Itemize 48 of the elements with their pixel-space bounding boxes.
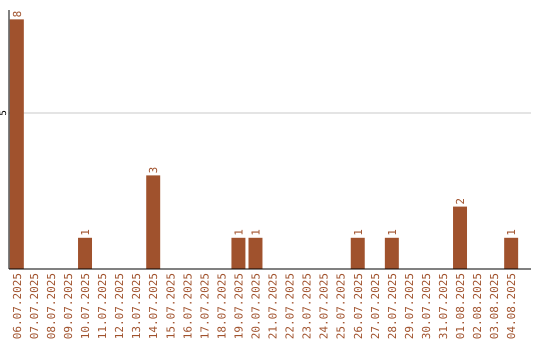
x-tick-label: 27.07.2025 [368,273,382,340]
x-tick-label: 03.08.2025 [488,273,502,340]
data-label: 8 [10,10,24,18]
data-label: 1 [232,229,246,236]
x-tick-label: 09.07.2025 [62,273,75,340]
x-tick-label: 12.07.2025 [113,273,126,340]
x-tick-label: 17.07.2025 [198,273,212,340]
x-tick-label: 19.07.2025 [232,273,246,340]
x-tick-label: 25.07.2025 [334,273,348,340]
bar [10,19,24,269]
data-label: 1 [352,229,365,236]
data-label: 1 [386,229,399,236]
x-tick-label: 01.08.2025 [454,273,468,340]
bar [248,238,262,269]
data-label: 3 [147,166,160,174]
x-tick-label: 04.08.2025 [505,273,518,340]
x-tick-label: 02.08.2025 [471,273,484,340]
x-tick-label: 20.07.2025 [249,273,262,340]
x-tick-label: 22.07.2025 [284,273,297,340]
data-label: 2 [454,198,468,205]
x-tick-label: 24.07.2025 [318,273,331,340]
x-tick-label: 06.07.2025 [10,273,24,340]
x-tick-label: 30.07.2025 [420,273,433,340]
x-tick-label: 26.07.2025 [352,273,365,340]
data-label: 1 [79,229,92,236]
x-tick-label: 10.07.2025 [79,273,92,340]
bar [384,238,399,269]
x-tick-label: 18.07.2025 [215,273,228,340]
x-tick-label: 13.07.2025 [130,273,144,340]
data-label: 1 [505,229,518,236]
x-tick-label: 15.07.2025 [164,273,178,340]
x-tick-label: 28.07.2025 [386,273,399,340]
x-tick-label: 31.07.2025 [436,273,450,340]
x-tick-label: 11.07.2025 [96,273,110,340]
x-tick-label: 14.07.2025 [147,273,160,340]
bar [231,238,246,269]
bar [504,238,518,269]
bar [453,206,468,269]
x-tick-label: 29.07.2025 [402,273,416,340]
x-tick-label: 07.07.2025 [28,273,41,340]
x-tick-label: 23.07.2025 [300,273,314,340]
x-tick-label: 16.07.2025 [181,273,194,340]
bar [78,238,92,269]
bar [350,238,365,269]
x-tick-label: 21.07.2025 [266,273,280,340]
x-tick-label: 08.07.2025 [44,273,58,340]
bar [146,175,160,269]
data-label: 1 [249,229,262,236]
